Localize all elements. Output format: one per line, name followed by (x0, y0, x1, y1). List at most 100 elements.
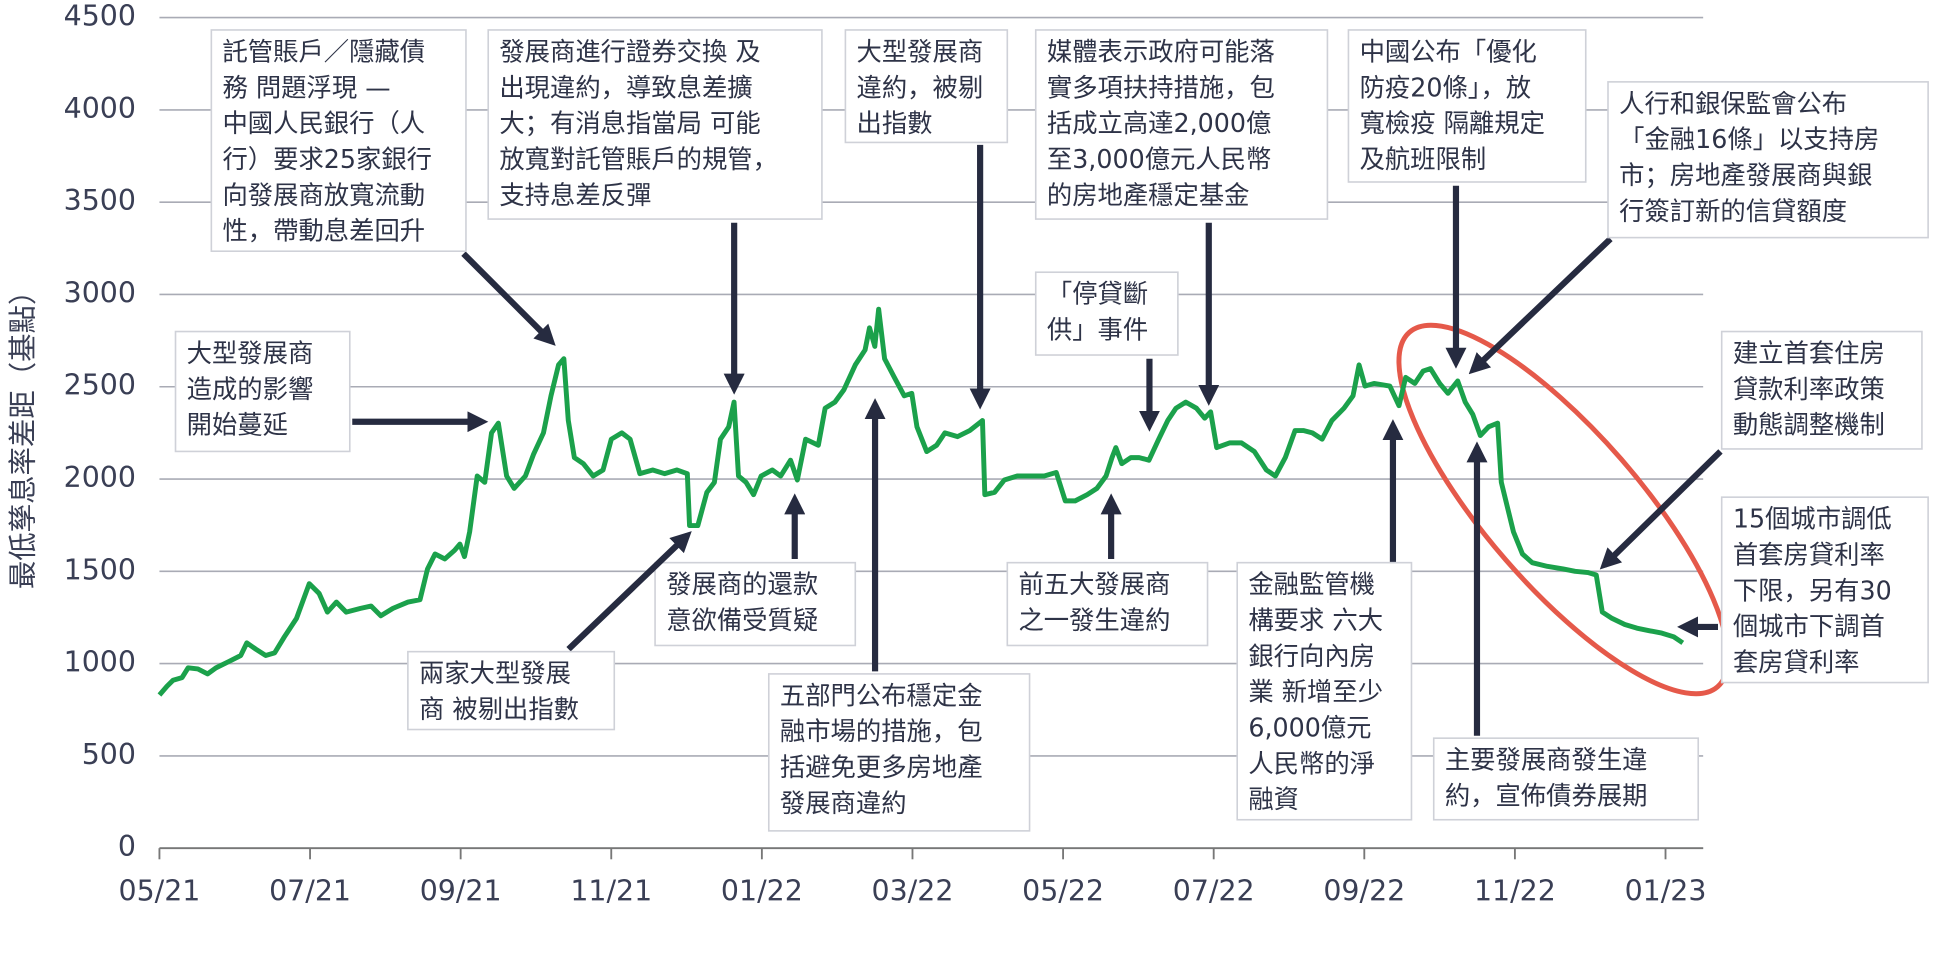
annotation-text: 首套房貸利率 (1733, 539, 1885, 569)
x-tick-label: 09/21 (420, 875, 502, 908)
annotation-text: 五部門公布穩定金 (780, 680, 983, 710)
annotation-text: 構要求 六大 (1248, 605, 1383, 635)
annotation-text: 出現違約，導致息差擴 (499, 72, 752, 102)
annotation-box (844, 29, 1009, 144)
annotation-text: 中國公布「優化 (1360, 36, 1537, 66)
annotation-text: 造成的影響 (187, 374, 314, 404)
annotation-box (174, 330, 351, 453)
data-line (157, 306, 1685, 697)
annotation-box (1720, 496, 1929, 684)
annotation-text: 「金融16條」以支持房 (1619, 124, 1879, 154)
annotation-text: 發展商違約 (780, 788, 907, 818)
annotation-text: 人行和銀保監會公布 (1619, 88, 1847, 118)
annotation-text: 15個城市調低 (1733, 504, 1892, 534)
annotation-text: 出指數 (857, 108, 933, 138)
y-tick-label: 1000 (64, 646, 136, 679)
annotation-box (407, 650, 616, 731)
annotation-text: 意欲備受質疑 (666, 605, 818, 635)
x-tick-label: 07/22 (1173, 875, 1255, 908)
annotation-box (767, 673, 1031, 832)
annotation-box (1720, 330, 1923, 450)
y-tick-label: 2000 (64, 461, 136, 494)
annotation-text: 供」事件 (1047, 315, 1148, 345)
annotation-text: 建立首套住房 (1733, 338, 1885, 368)
x-tick-label: 11/21 (570, 875, 652, 908)
annotation-text: 發展商的還款 (666, 569, 818, 599)
annotation-text: 支持息差反彈 (499, 180, 651, 210)
y-tick-label: 3500 (64, 184, 136, 217)
annotation-box (1006, 561, 1209, 647)
y-tick-label: 0 (118, 830, 136, 863)
annotation-box (1034, 29, 1329, 220)
annotation-text: 託管賬戶／隱藏債 (222, 36, 425, 66)
annotation-text: 人民幣的淨 (1248, 748, 1375, 778)
annotation-text: 套房貸利率 (1733, 647, 1860, 677)
annotation-text: 放寬對託管賬戶的規管， (499, 144, 778, 174)
annotation-box (210, 29, 467, 253)
annotation-text: 寬檢疫 隔離規定 (1360, 108, 1545, 138)
annotation-text: 前五大發展商 (1018, 569, 1170, 599)
annotation-text: 「停貸斷 (1047, 279, 1148, 309)
annotation-text: 發展商進行證券交換 及 (499, 36, 760, 66)
annotation-text: 行）要求25家銀行 (222, 144, 432, 174)
x-tick-label: 07/21 (269, 875, 351, 908)
annotation-text: 違約，被剔 (857, 72, 984, 102)
x-tick-label: 11/22 (1474, 875, 1556, 908)
x-tick-label: 01/23 (1625, 875, 1707, 908)
annotation-text: 務 問題浮現 — (222, 72, 390, 102)
annotation-box (1347, 29, 1587, 183)
x-tick-label: 09/22 (1323, 875, 1405, 908)
annotation-box (1432, 737, 1700, 821)
annotation-arrow (461, 251, 556, 346)
x-tick-label: 01/22 (721, 875, 803, 908)
y-tick-label: 2500 (64, 369, 136, 402)
annotation-text: 動態調整機制 (1733, 410, 1885, 440)
annotation-text: 及航班限制 (1360, 144, 1487, 174)
y-tick-label: 4500 (64, 0, 136, 33)
y-tick-label: 4000 (64, 92, 136, 125)
annotation-text: 之一發生違約 (1018, 605, 1170, 635)
annotation-box (1607, 81, 1929, 239)
y-tick-label: 3000 (64, 276, 136, 309)
annotation-text: 行簽訂新的信貸額度 (1619, 196, 1847, 226)
annotation-text: 個城市下調首 (1733, 611, 1885, 641)
annotation-text: 大；有消息指當局 可能 (499, 108, 760, 138)
annotation-text: 融資 (1248, 784, 1299, 814)
annotation-box (487, 29, 823, 220)
annotation-text: 約，宣佈債券展期 (1445, 780, 1648, 810)
annotation-text: 括成立高達2,000億 (1047, 108, 1271, 138)
annotation-box (1034, 271, 1179, 356)
annotation-text: 至3,000億元人民幣 (1047, 144, 1271, 174)
annotation-text: 商 被剔出指數 (419, 694, 579, 724)
annotation-text: 括避免更多房地產 (780, 752, 983, 782)
annotation-text: 向發展商放寬流動 (222, 180, 425, 210)
annotation-arrow (1468, 236, 1613, 375)
annotation-arrow (566, 531, 692, 652)
annotation-text: 融市場的措施，包 (780, 716, 983, 746)
annotation-text: 銀行向內房 (1248, 641, 1375, 671)
highlight-ellipse (1396, 322, 1731, 697)
annotation-text: 市；房地產發展商與銀 (1619, 160, 1872, 190)
annotation-box (654, 561, 857, 647)
annotation-arrow (1599, 449, 1723, 570)
annotation-text: 實多項扶持措施，包 (1047, 72, 1275, 102)
annotation-text: 兩家大型發展 (419, 658, 571, 688)
annotation-text: 業 新增至少 (1248, 677, 1383, 707)
annotation: 媒體表示政府可能落實多項扶持措施，包括成立高達2,000億至3,000億元人民幣… (1034, 29, 1329, 220)
annotation-text: 中國人民銀行（人 (222, 108, 425, 138)
x-tick-label: 05/21 (119, 875, 201, 908)
annotation-text: 媒體表示政府可能落 (1047, 36, 1275, 66)
